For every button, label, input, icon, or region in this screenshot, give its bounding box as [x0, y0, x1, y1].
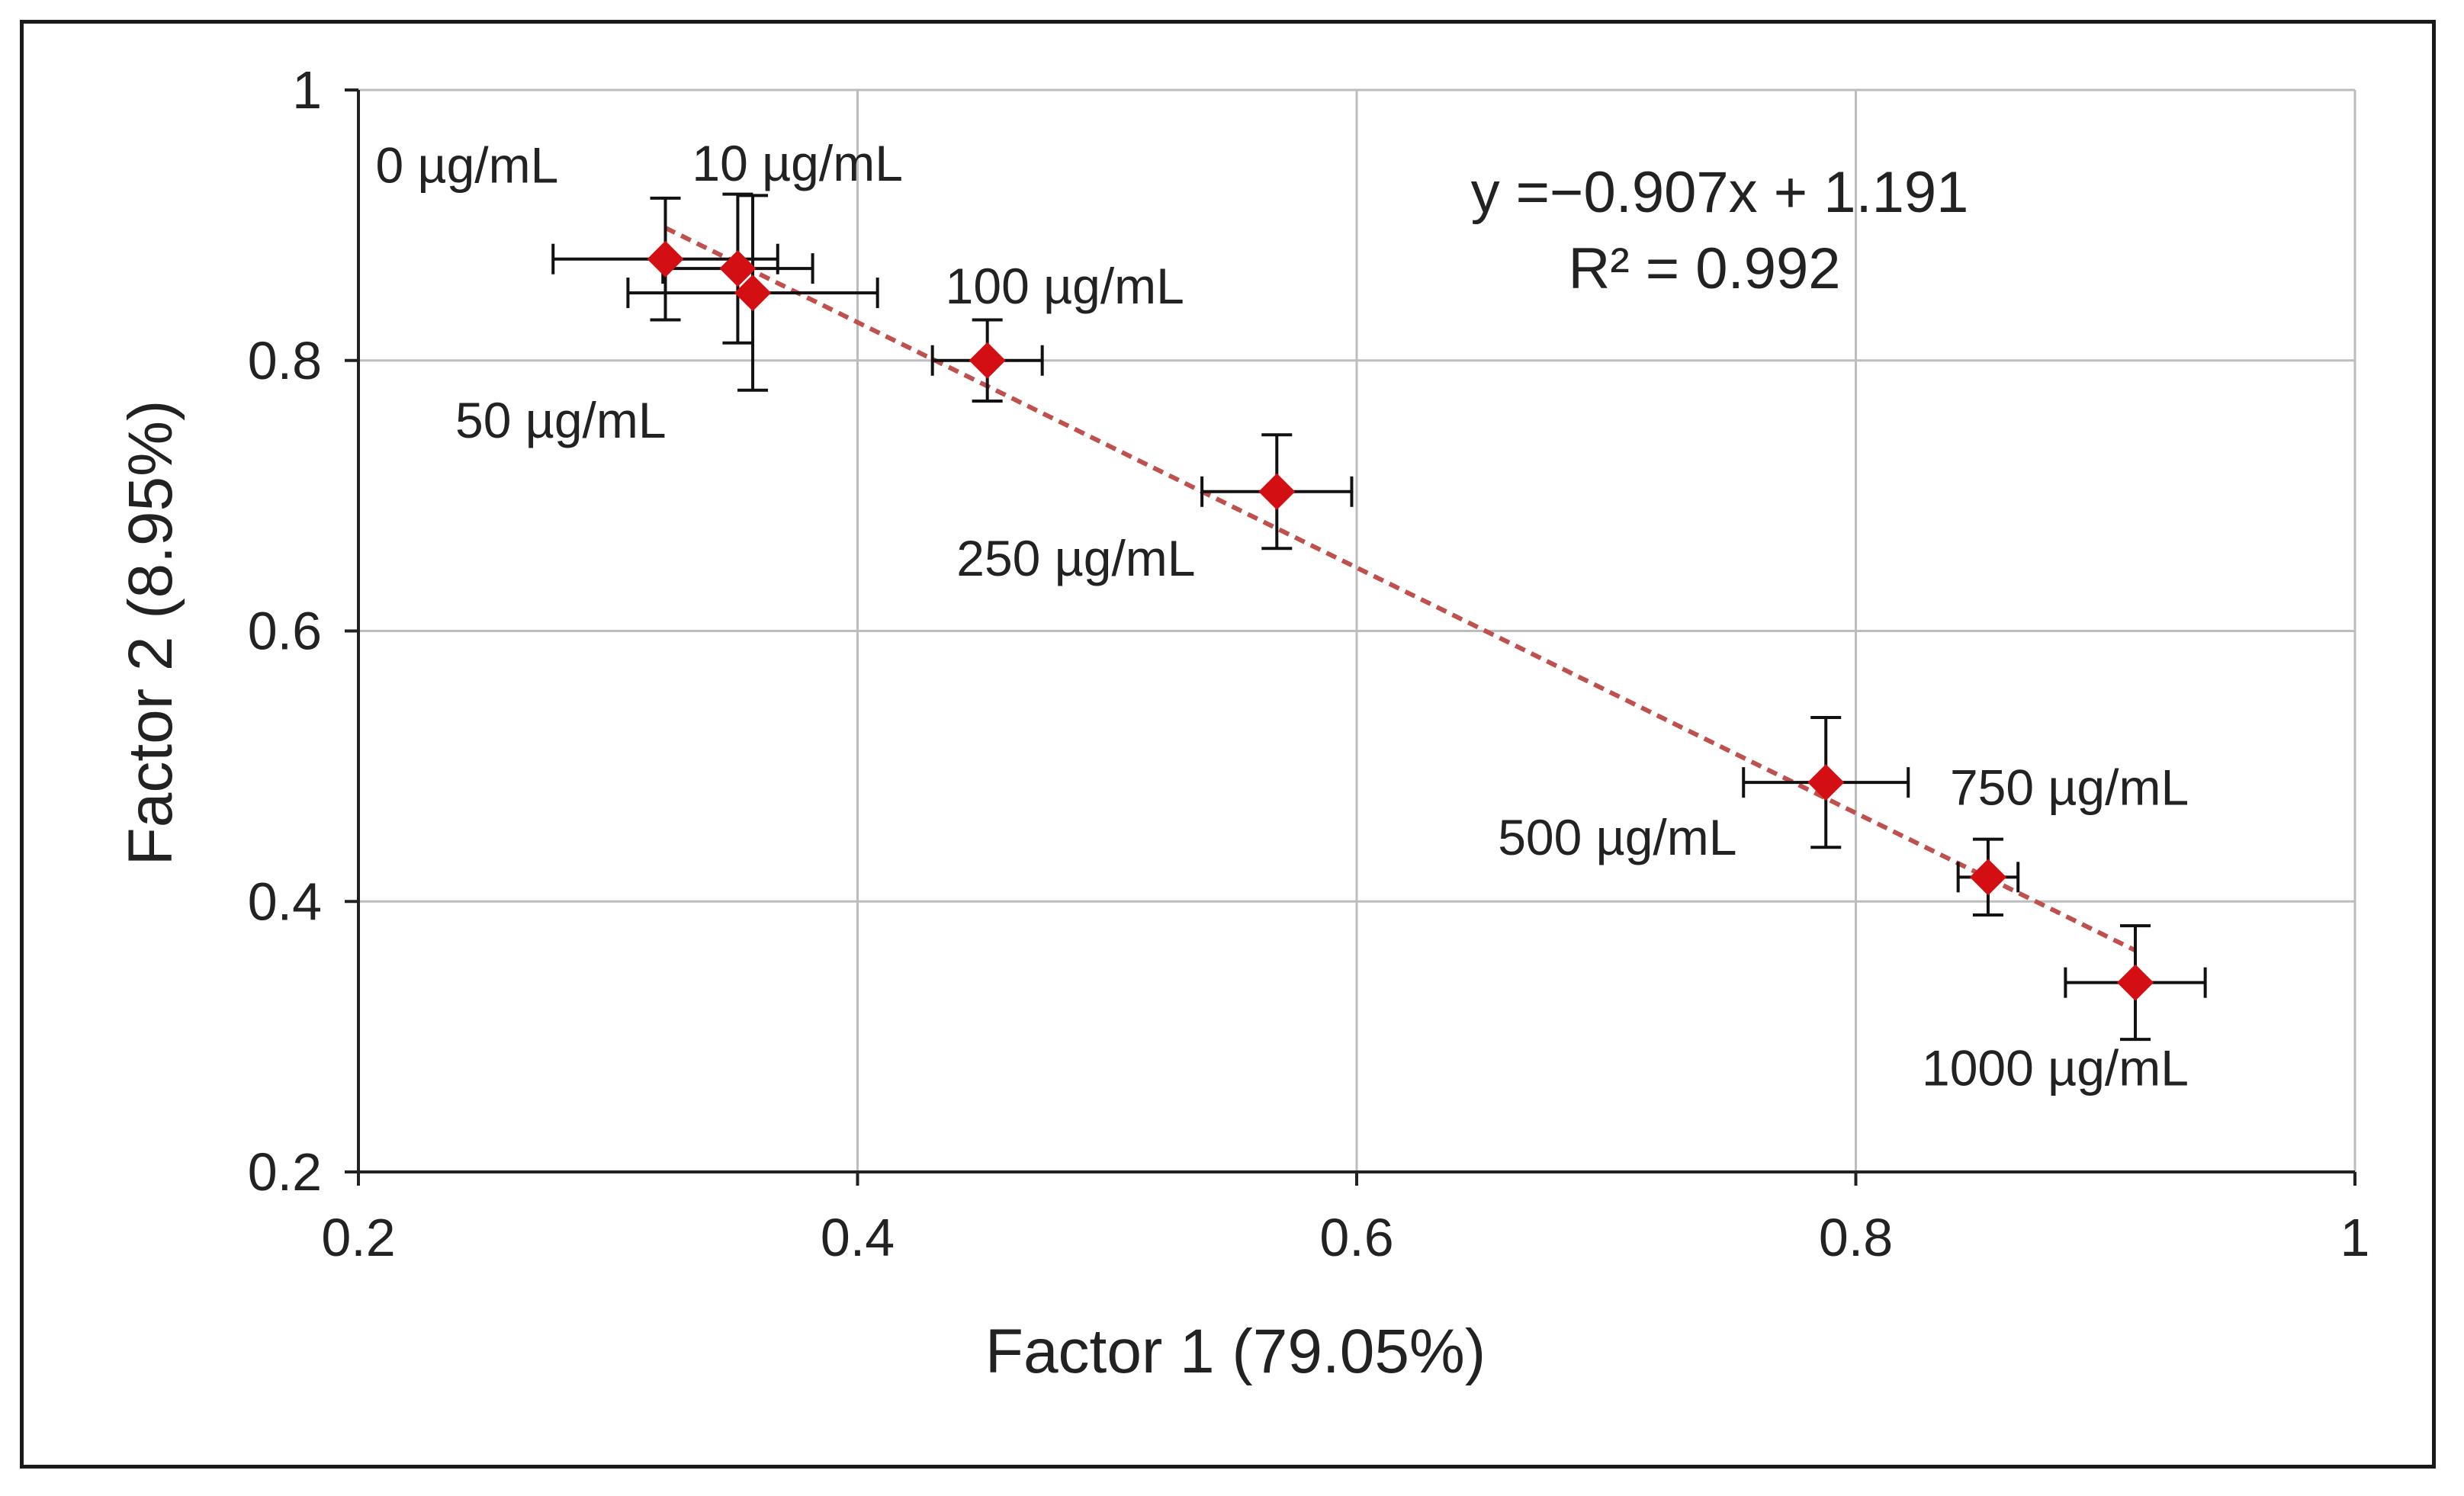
- data-point: [969, 342, 1006, 379]
- data-point: [734, 274, 772, 312]
- point-label: 0 µg/mL: [376, 137, 559, 194]
- trendline-path: [664, 226, 2137, 953]
- y-tick-label: 0.6: [248, 602, 322, 661]
- error-bars: [551, 192, 2207, 1042]
- chart-frame: [20, 20, 2436, 1469]
- x-tick-label: 0.2: [321, 1208, 395, 1267]
- data-point: [647, 240, 684, 278]
- trendline-equation: y =−0.907x + 1.191: [1471, 160, 1969, 225]
- point-label: 500 µg/mL: [1498, 809, 1736, 865]
- y-tick-label: 0.2: [248, 1142, 322, 1202]
- axes: 0.2 0.2 0.4 0.4 0.6 0.6 0.8 0.8 1 1: [248, 60, 2370, 1267]
- point-label: 750 µg/mL: [1950, 759, 2189, 815]
- point-label: 1000 µg/mL: [1922, 1040, 2189, 1096]
- y-tick-label: 0.8: [248, 331, 322, 390]
- x-axis-title: Factor 1 (79.05%): [985, 1317, 1486, 1386]
- x-tick-label: 0.8: [1819, 1208, 1893, 1267]
- data-point: [719, 250, 757, 287]
- y-tick-label: 1: [292, 60, 322, 120]
- data-point: [1969, 859, 2006, 896]
- y-tick-label: 0.4: [248, 872, 322, 931]
- x-tick-label: 1: [2340, 1208, 2370, 1267]
- data-point: [1258, 473, 1296, 510]
- point-label: 100 µg/mL: [946, 258, 1184, 314]
- point-label: 250 µg/mL: [956, 530, 1195, 586]
- data-point: [2117, 964, 2154, 1001]
- y-axis-title: Factor 2 (8.95%): [116, 400, 185, 866]
- grid: [358, 88, 2356, 1172]
- x-tick-label: 0.6: [1319, 1208, 1393, 1267]
- point-label: 10 µg/mL: [692, 135, 903, 191]
- point-label: 50 µg/mL: [455, 392, 667, 448]
- trendline: [664, 226, 2137, 953]
- r-squared: R² = 0.992: [1569, 236, 1841, 301]
- point-labels: 0 µg/mL 10 µg/mL 50 µg/mL 100 µg/mL 250 µg/m…: [376, 135, 2189, 1096]
- x-tick-label: 0.4: [821, 1208, 895, 1267]
- data-points: [647, 240, 2154, 1001]
- data-point: [1807, 764, 1845, 801]
